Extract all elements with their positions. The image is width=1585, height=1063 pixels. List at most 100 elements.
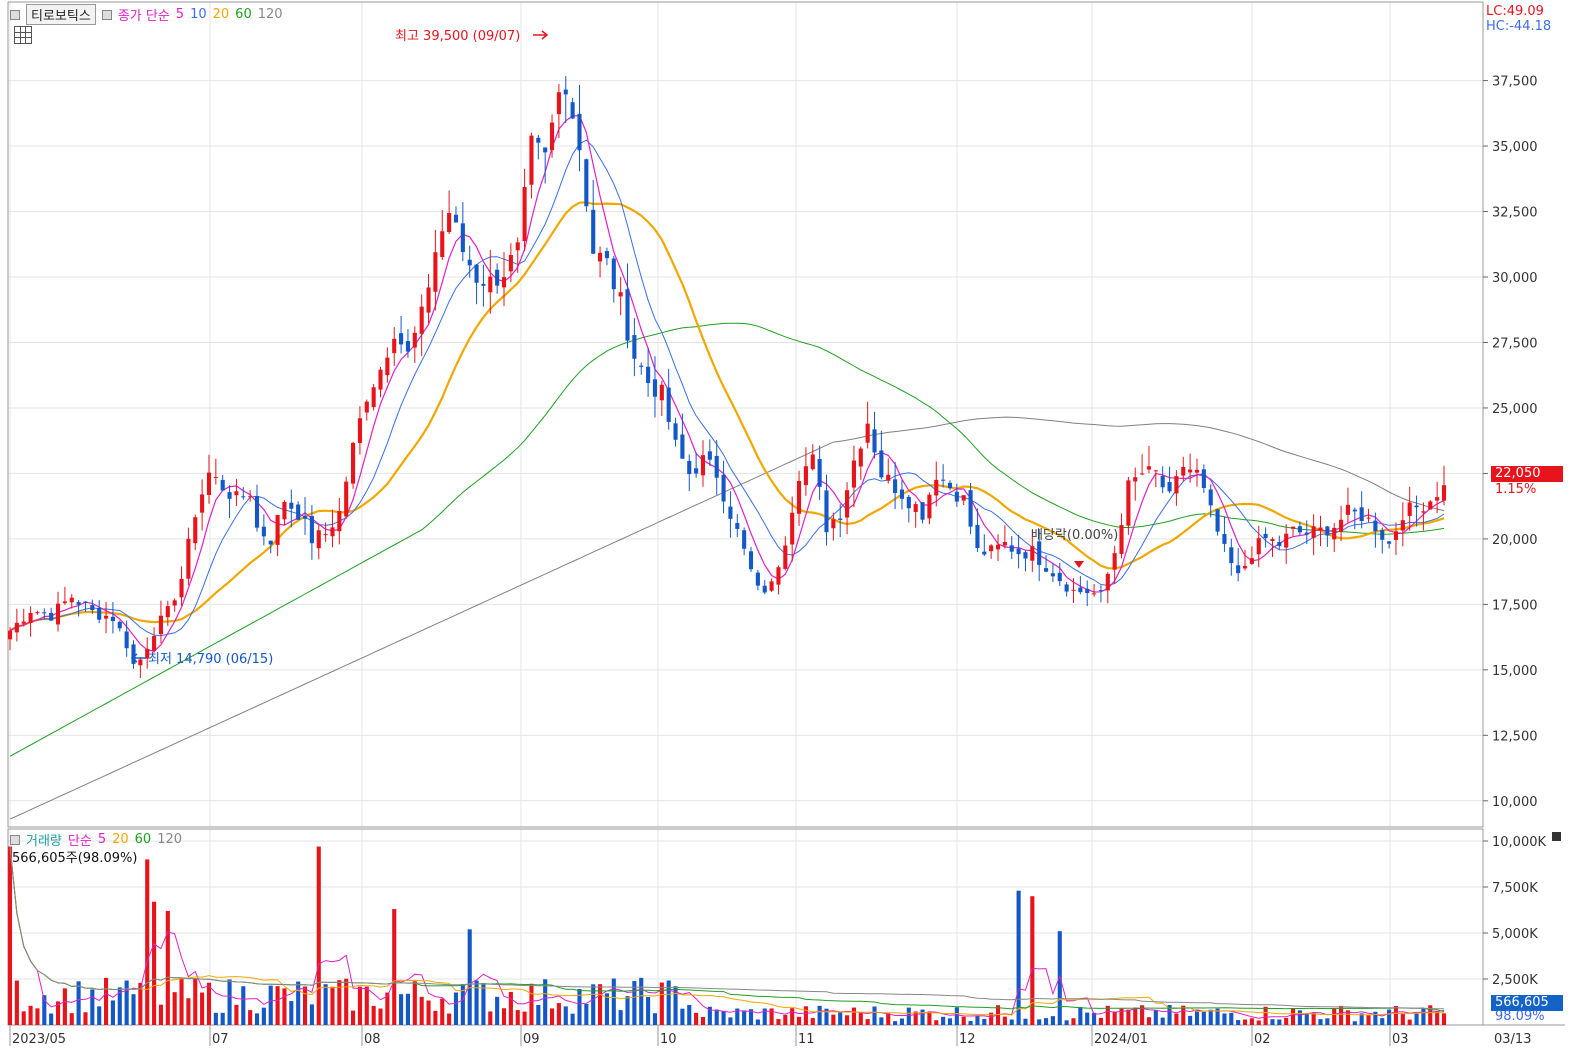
candle xyxy=(69,594,74,609)
candle-body xyxy=(728,506,733,519)
candle xyxy=(460,202,465,262)
candle-body xyxy=(858,448,863,467)
candle-body xyxy=(488,276,493,293)
candle xyxy=(1009,536,1014,560)
candle xyxy=(213,458,218,485)
candle xyxy=(1441,465,1447,506)
candle-body xyxy=(982,551,987,555)
candle xyxy=(186,527,191,586)
candle xyxy=(1414,495,1419,527)
candle-body xyxy=(158,615,164,635)
volume-bar xyxy=(364,986,369,1025)
candle xyxy=(282,500,287,526)
candle-body xyxy=(769,581,774,591)
candle xyxy=(611,255,616,303)
candle xyxy=(1112,545,1117,584)
candle xyxy=(1030,529,1035,572)
collapse-icon[interactable] xyxy=(1552,832,1561,841)
candle-body xyxy=(1387,541,1392,544)
volume-bar xyxy=(357,986,362,1025)
candle-body xyxy=(1078,587,1083,593)
candle xyxy=(35,610,40,615)
candle xyxy=(1153,469,1158,488)
volume-bar xyxy=(1366,1015,1371,1025)
candle xyxy=(55,591,61,632)
volume-bar xyxy=(1428,1005,1433,1025)
volume-bar xyxy=(1256,1020,1261,1025)
candle xyxy=(248,490,253,502)
volume-bar xyxy=(934,1020,939,1025)
candle xyxy=(1318,515,1323,547)
volume-bar xyxy=(440,998,445,1025)
candle-body xyxy=(440,231,445,258)
candle xyxy=(1229,538,1234,576)
candle xyxy=(433,230,438,311)
dividend-marker-icon xyxy=(1074,561,1084,568)
candle xyxy=(357,406,362,455)
volume-bar xyxy=(145,859,150,1025)
price-tick-label: 30,000 xyxy=(1492,271,1538,286)
volume-bar xyxy=(1435,1011,1440,1025)
candle-body xyxy=(947,482,953,489)
candle-body xyxy=(220,479,225,491)
candle-body xyxy=(646,366,651,384)
volume-bar xyxy=(474,980,479,1025)
volume-bar xyxy=(97,1006,102,1025)
candle-body xyxy=(248,496,253,498)
volume-bar xyxy=(1311,1012,1316,1025)
candle xyxy=(1222,516,1227,552)
volume-bar xyxy=(268,985,273,1025)
candle xyxy=(206,454,212,504)
candle-body xyxy=(316,530,321,549)
candle xyxy=(131,640,136,669)
vol-ma5-legend: 5 xyxy=(97,832,107,847)
grid-icon[interactable] xyxy=(14,26,32,44)
volume-bar xyxy=(879,1017,884,1025)
volume-bar xyxy=(893,1021,898,1025)
volume-bar xyxy=(1359,1013,1364,1025)
candle-body xyxy=(1414,505,1419,508)
volume-bar xyxy=(158,1004,164,1025)
volume-bar xyxy=(378,1008,383,1025)
legend-box-icon xyxy=(10,9,20,20)
volume-bar xyxy=(803,1006,808,1025)
volume-bar xyxy=(1249,1018,1254,1025)
volume-bar xyxy=(1277,1019,1282,1025)
candle xyxy=(21,608,26,627)
volume-bar xyxy=(234,1004,239,1025)
candle xyxy=(632,318,637,377)
price-tick-label: 10,000 xyxy=(1492,795,1538,810)
candle-body xyxy=(618,292,623,297)
candle xyxy=(76,600,81,617)
price-tick-label: 17,500 xyxy=(1492,598,1538,613)
candle xyxy=(467,245,472,278)
candle xyxy=(1140,454,1145,476)
stock-name[interactable]: 티로보틱스 xyxy=(26,4,96,25)
volume-bar xyxy=(1126,1009,1131,1025)
hc-label: HC:-44.18 xyxy=(1486,19,1552,34)
volume-bar xyxy=(975,1015,980,1025)
candle-body xyxy=(7,630,13,640)
volume-bar xyxy=(501,1008,507,1025)
candle-body xyxy=(474,264,479,283)
candle-body xyxy=(213,476,218,478)
candle xyxy=(1435,481,1440,514)
ma120-legend: 120 xyxy=(257,7,283,22)
volume-bar xyxy=(728,1017,733,1025)
candle-body xyxy=(707,451,712,460)
candle xyxy=(886,458,891,484)
candle xyxy=(1393,522,1399,555)
volume-bar xyxy=(28,1005,33,1025)
volume-bar xyxy=(206,982,212,1025)
candle-body xyxy=(1222,534,1227,544)
candle-body xyxy=(296,504,301,520)
candle-body xyxy=(934,479,939,496)
vol-ma20-legend: 20 xyxy=(112,832,129,847)
volume-bar xyxy=(577,988,582,1025)
volume-tick-label: 7,500K xyxy=(1492,881,1538,896)
candle xyxy=(769,578,774,592)
candle-body xyxy=(49,612,54,621)
candle xyxy=(145,637,150,669)
price-legend: 티로보틱스 종가 단순 5 10 20 60 120 xyxy=(10,4,283,25)
candle xyxy=(742,527,747,556)
